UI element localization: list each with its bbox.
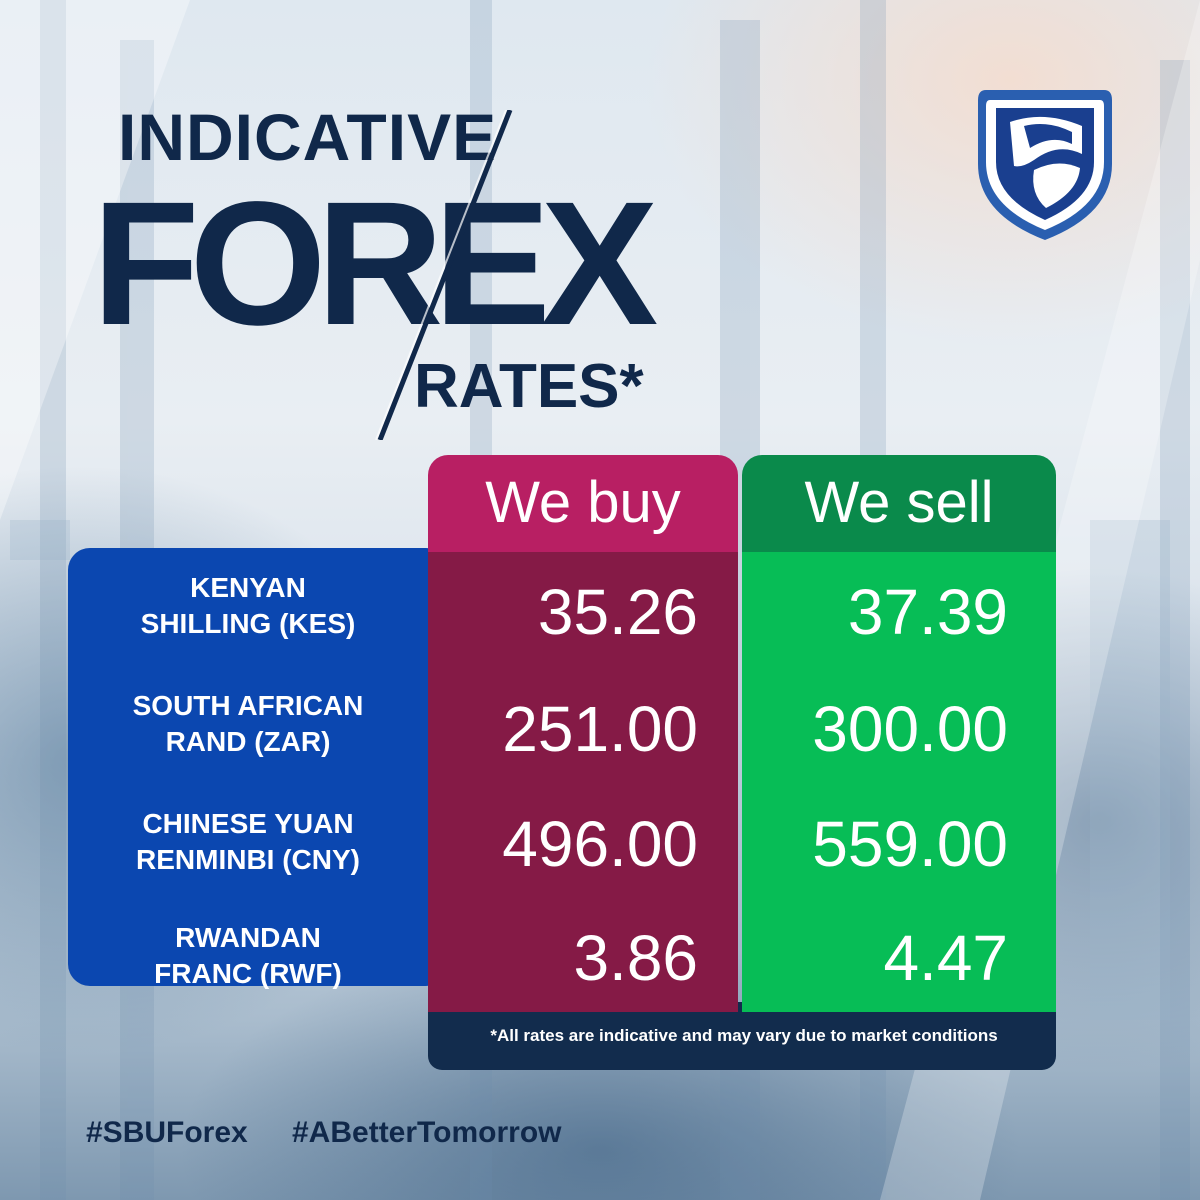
buy-rate-zar: 251.00 [502, 693, 698, 765]
hashtag-abettertomorrow: #ABetterTomorrow [292, 1116, 562, 1149]
bank-shield-logo [978, 90, 1112, 240]
buy-column [428, 552, 738, 1012]
buy-column-header: We buy [485, 470, 681, 535]
currency-labels-panel [68, 548, 448, 986]
sell-rate-rwf: 4.47 [883, 922, 1008, 994]
currency-label-zar: SOUTH AFRICAN RAND (ZAR) [132, 690, 364, 757]
sell-column-header: We sell [804, 470, 994, 535]
currency-label-kes: KENYAN SHILLING (KES) [140, 572, 356, 639]
buy-rate-kes: 35.26 [537, 576, 698, 648]
sell-column-header-bg [742, 455, 1056, 553]
footnote-bar [428, 1002, 1056, 1070]
title-indicative: INDICATIVE [118, 100, 498, 174]
sell-column [742, 552, 1056, 1012]
title-slash-divider [375, 110, 513, 440]
buy-column-header-bg [428, 455, 738, 553]
sell-rate-cny: 559.00 [812, 808, 1008, 880]
buy-rate-rwf: 3.86 [573, 922, 698, 994]
hashtag-sbuforex: #SBUForex [86, 1116, 248, 1149]
currency-label-rwf: RWANDAN FRANC (RWF) [154, 922, 342, 989]
title-rates: RATES* [414, 352, 644, 421]
title-forex: FOREX [92, 166, 658, 362]
buy-rate-cny: 496.00 [502, 808, 698, 880]
sell-rate-zar: 300.00 [812, 693, 1008, 765]
sell-rate-kes: 37.39 [847, 576, 1008, 648]
currency-label-cny: CHINESE YUAN RENMINBI (CNY) [136, 808, 360, 875]
rates-disclaimer: *All rates are indicative and may vary d… [490, 1026, 998, 1045]
